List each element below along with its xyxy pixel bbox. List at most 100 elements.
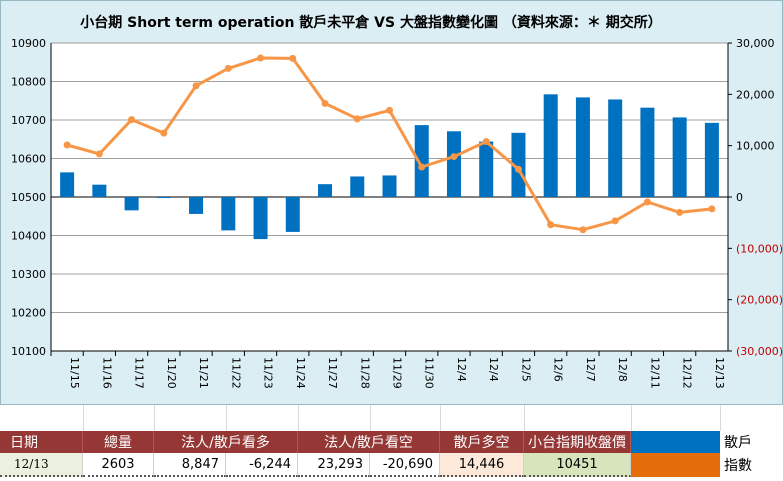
point-index xyxy=(611,217,619,225)
x-tick-label: 11/15 xyxy=(68,357,81,389)
right-tick-label: 20,000 xyxy=(736,88,775,101)
bar-retail xyxy=(511,132,526,197)
left-tick-label: 10800 xyxy=(11,76,46,89)
bar-retail xyxy=(156,197,171,199)
point-index xyxy=(353,115,361,123)
point-index xyxy=(257,54,265,62)
sheet-gridline xyxy=(631,405,632,431)
sheet-gridline xyxy=(154,405,155,431)
cell-short-inst[interactable]: 23,293 xyxy=(298,453,370,477)
bar-retail xyxy=(672,117,687,197)
left-tick-label: 10700 xyxy=(11,114,46,127)
x-tick-label: 11/28 xyxy=(358,357,371,389)
x-tick-label: 12/11 xyxy=(648,357,661,389)
cell-long-inst[interactable]: 8,847 xyxy=(154,453,226,477)
x-tick-label: 11/16 xyxy=(100,357,113,389)
bar-retail xyxy=(479,141,494,197)
x-tick-label: 11/20 xyxy=(165,357,178,389)
bar-retail xyxy=(704,122,719,197)
point-index xyxy=(160,129,168,137)
left-tick-label: 10100 xyxy=(11,345,46,358)
legend-label-index: 指數 xyxy=(720,453,783,477)
bar-retail xyxy=(608,99,623,197)
left-tick-label: 10200 xyxy=(11,307,46,320)
sheet-gridline xyxy=(226,405,227,431)
point-index xyxy=(289,54,297,62)
bar-retail xyxy=(318,184,333,197)
point-index xyxy=(386,106,393,114)
sheet-gridline xyxy=(524,405,525,431)
legend-label-retail: 散戶 xyxy=(720,431,783,453)
x-tick-label: 11/22 xyxy=(229,357,242,389)
bar-retail xyxy=(446,131,461,197)
bar-retail xyxy=(221,197,236,231)
cell-short-retail[interactable]: -20,690 xyxy=(370,453,440,477)
chart-area: 小台期 Short term operation 散戶未平倉 VS 大盤指數變化… xyxy=(0,0,783,405)
bars-layer xyxy=(60,94,719,240)
x-tick-label: 12/4 xyxy=(487,357,500,382)
point-index xyxy=(63,141,71,149)
point-index xyxy=(450,153,458,161)
bar-retail xyxy=(285,197,300,232)
bar-retail xyxy=(253,197,268,240)
x-tick-label: 12/13 xyxy=(713,357,726,389)
bar-retail xyxy=(350,176,365,197)
x-tick-label: 12/6 xyxy=(552,357,565,382)
point-index xyxy=(643,198,651,206)
bar-retail xyxy=(575,97,590,197)
x-tick-label: 11/17 xyxy=(133,357,146,389)
x-tick-label: 11/29 xyxy=(391,357,404,389)
x-tick-label: 11/27 xyxy=(326,357,339,389)
left-tick-label: 10500 xyxy=(11,191,46,204)
header-close-price: 小台指期收盤價 xyxy=(524,431,631,453)
right-tick-label: (30,000) xyxy=(736,345,783,358)
cell-close-price[interactable]: 10451 xyxy=(524,453,631,477)
header-long: 法人/散戶看多 xyxy=(154,431,298,453)
x-tick-label: 12/4 xyxy=(455,357,468,382)
cell-date[interactable]: 12/13 xyxy=(0,453,83,477)
point-index xyxy=(95,150,103,158)
sheet-gridline xyxy=(720,405,721,431)
point-index xyxy=(482,138,490,146)
point-index xyxy=(224,64,232,72)
point-index xyxy=(192,82,200,90)
right-tick-label: (20,000) xyxy=(736,294,783,307)
sheet-gridline xyxy=(440,405,441,431)
sheet-gridline xyxy=(298,405,299,431)
line-layer xyxy=(63,54,716,234)
header-date: 日期 xyxy=(0,431,83,453)
left-tick-label: 10400 xyxy=(11,230,46,243)
point-index xyxy=(547,221,555,229)
sheet-gridline xyxy=(370,405,371,431)
axis-layer: 10900 10800 10700 10600 10500 10400 10300 10200… xyxy=(11,37,783,389)
x-tick-label: 12/5 xyxy=(519,357,532,382)
bar-retail xyxy=(60,172,75,197)
x-tick-label: 11/21 xyxy=(197,357,210,389)
point-index xyxy=(321,99,329,107)
x-tick-label: 11/30 xyxy=(423,357,436,389)
x-tick-label: 12/8 xyxy=(616,357,629,382)
bar-retail xyxy=(414,125,429,197)
chart-svg: 小台期 Short term operation 散戶未平倉 VS 大盤指數變化… xyxy=(11,14,783,389)
header-short: 法人/散戶看空 xyxy=(298,431,440,453)
bar-retail xyxy=(543,94,558,197)
right-tick-label: (10,000) xyxy=(736,242,783,255)
x-tick-label: 12/7 xyxy=(584,357,597,382)
header-retail-net: 散戶多空 xyxy=(440,431,524,453)
bar-retail xyxy=(382,175,397,197)
sheet-gridline xyxy=(83,405,84,431)
right-tick-label: 10,000 xyxy=(736,140,775,153)
legend-swatch-retail xyxy=(631,431,720,453)
table-value-row: 12/13 2603 8,847 -6,244 23,293 -20,690 1… xyxy=(0,453,783,477)
left-tick-label: 10600 xyxy=(11,153,46,166)
right-tick-label: 0 xyxy=(736,191,743,204)
point-index xyxy=(128,116,136,124)
x-tick-label: 11/23 xyxy=(262,357,275,389)
point-index xyxy=(418,163,426,171)
x-tick-label: 12/12 xyxy=(681,357,694,389)
cell-long-retail[interactable]: -6,244 xyxy=(226,453,298,477)
cell-volume[interactable]: 2603 xyxy=(83,453,154,477)
cell-retail-net[interactable]: 14,446 xyxy=(440,453,524,477)
bar-retail xyxy=(189,197,204,214)
point-index xyxy=(514,165,522,173)
